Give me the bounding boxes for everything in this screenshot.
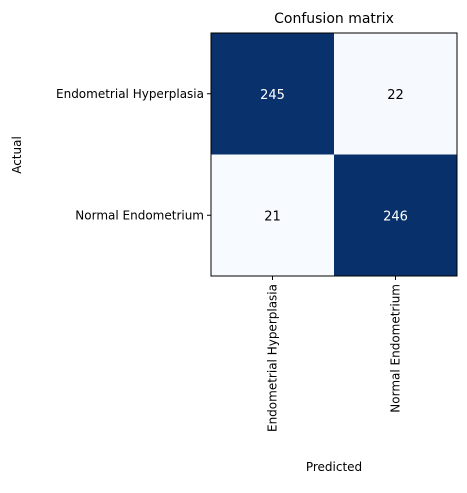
cell-value-label: 21 bbox=[264, 209, 281, 224]
cell-value-label: 245 bbox=[260, 88, 285, 103]
heatmap-cell bbox=[334, 154, 457, 276]
chart-title: Confusion matrix bbox=[274, 11, 394, 27]
heatmap-cells: 245 22 21 246 bbox=[211, 33, 457, 276]
cell-value-label: 246 bbox=[383, 209, 408, 224]
plot-frame bbox=[210, 32, 458, 277]
x-axis-label: Predicted bbox=[306, 460, 362, 474]
heatmap-cell bbox=[211, 154, 334, 276]
x-tick-label: Normal Endometrium bbox=[389, 284, 403, 413]
x-tick-label: Endometrial Hyperplasia bbox=[266, 284, 280, 432]
y-tick-label: Normal Endometrium bbox=[75, 208, 204, 222]
y-axis-label: Actual bbox=[10, 136, 24, 174]
axis-ticks: Endometrial Hyperplasia Normal Endometriu… bbox=[56, 87, 403, 432]
heatmap-cell bbox=[334, 33, 457, 155]
y-tick-label: Endometrial Hyperplasia bbox=[56, 87, 204, 101]
cell-value-label: 22 bbox=[387, 88, 404, 103]
heatmap-cell bbox=[211, 33, 334, 155]
